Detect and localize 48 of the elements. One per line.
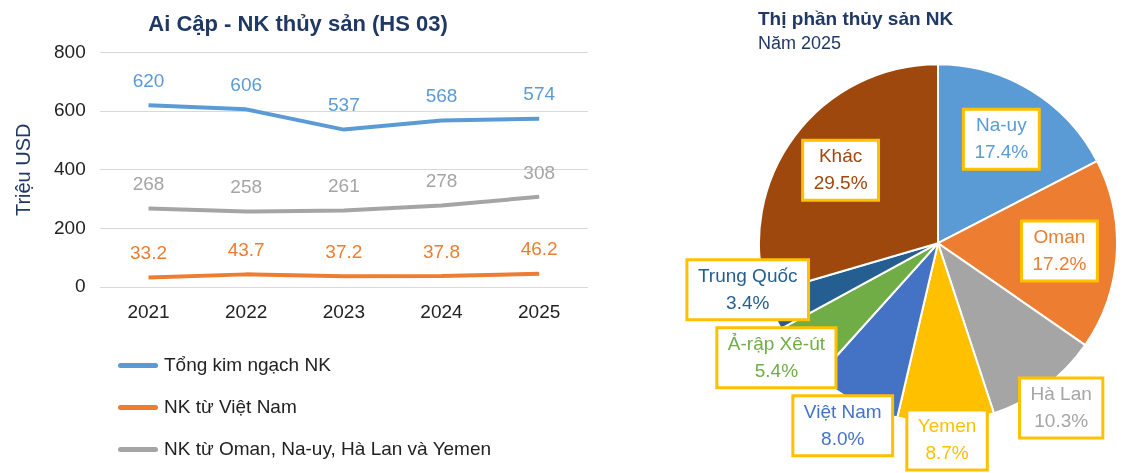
data-label: 568 xyxy=(425,85,458,107)
data-label: 43.7 xyxy=(227,239,265,261)
data-label: 574 xyxy=(523,83,556,105)
x-tick-label: 2022 xyxy=(225,300,268,322)
data-label: 308 xyxy=(523,161,556,183)
chart-subtitle: Năm 2025 xyxy=(758,32,842,53)
chart-title: Ai Cập - NK thủy sản (HS 03) xyxy=(148,11,448,37)
slice-label: Na-uy xyxy=(975,114,1028,136)
data-label: 268 xyxy=(132,173,165,195)
y-tick-label: 200 xyxy=(54,216,86,238)
slice-label: Ả-rập Xê-út xyxy=(727,332,826,354)
slice-label: Hà Lan xyxy=(1030,383,1092,405)
legend-label: NK từ Việt Nam xyxy=(164,396,297,418)
legend-label: NK từ Oman, Na-uy, Hà Lan và Yemen xyxy=(164,438,492,460)
slice-label: Việt Nam xyxy=(803,400,882,422)
data-label: 46.2 xyxy=(520,238,558,260)
data-label: 537 xyxy=(328,94,360,116)
slice-label: Trung Quốc xyxy=(697,264,798,286)
data-label: 258 xyxy=(230,176,263,198)
data-label: 606 xyxy=(230,74,263,96)
y-tick-label: 400 xyxy=(54,158,86,180)
data-label: 620 xyxy=(132,69,165,91)
data-label: 29.5% xyxy=(813,172,868,194)
data-label: 278 xyxy=(425,170,458,192)
data-label: 37.8 xyxy=(423,240,460,262)
data-label: 17.2% xyxy=(1032,253,1087,275)
data-label: 17.4% xyxy=(974,141,1029,163)
y-tick-label: 0 xyxy=(75,275,86,297)
data-label: 8.7% xyxy=(925,442,969,464)
data-label: 3.4% xyxy=(726,291,770,313)
data-label: 5.4% xyxy=(754,359,799,381)
slice-label: Khác xyxy=(818,145,863,167)
y-tick-label: 800 xyxy=(54,40,86,62)
x-tick-label: 2021 xyxy=(127,300,170,322)
y-tick-label: 600 xyxy=(54,99,86,121)
x-tick-label: 2025 xyxy=(518,300,561,322)
data-label: 33.2 xyxy=(130,242,168,264)
slice-label: Oman xyxy=(1033,226,1086,248)
data-label: 8.0% xyxy=(821,427,865,449)
legend-label: Tổng kim ngạch NK xyxy=(164,354,331,376)
y-axis-title: Triệu USD xyxy=(11,123,34,217)
x-tick-label: 2023 xyxy=(322,300,365,322)
x-tick-label: 2024 xyxy=(420,300,464,322)
data-label: 37.2 xyxy=(325,241,363,263)
data-label: 261 xyxy=(328,175,360,197)
data-label: 10.3% xyxy=(1034,410,1089,432)
slice-label: Yemen xyxy=(917,415,977,437)
chart-title: Thị phần thủy sản NK xyxy=(758,7,954,29)
